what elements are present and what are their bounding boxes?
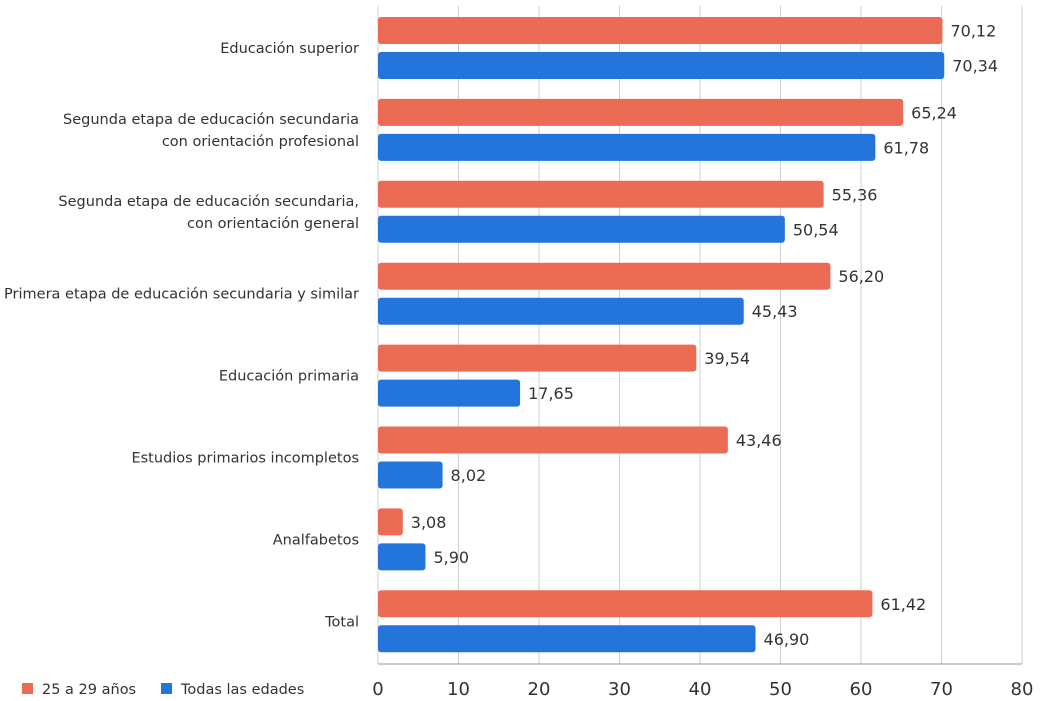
data-label: 39,54	[704, 349, 750, 368]
data-label: 65,24	[911, 103, 957, 122]
bar	[378, 52, 945, 79]
data-label: 61,42	[880, 595, 926, 614]
bar	[378, 17, 943, 44]
tick-label: 50	[769, 679, 792, 700]
data-labels: 70,12 70,34 65,24 61,78 55,36 50,54 56,20 45,43…	[411, 22, 998, 649]
legend-swatch	[161, 683, 172, 694]
data-label: 43,46	[736, 431, 782, 450]
data-label: 50,54	[793, 220, 839, 239]
category-label: Educación primaria	[219, 369, 359, 385]
data-label: 3,08	[411, 513, 447, 532]
bar	[378, 180, 824, 208]
data-label: 8,02	[451, 466, 487, 485]
data-label: 55,36	[832, 185, 878, 204]
data-label: 5,90	[433, 548, 469, 567]
bar	[378, 426, 728, 454]
legend: 25 a 29 años Todas las edades	[22, 682, 304, 698]
bar	[378, 590, 873, 618]
category-label: Analfabetos	[273, 532, 359, 548]
tick-label: 40	[689, 679, 712, 700]
bar	[378, 379, 521, 407]
bar	[378, 508, 403, 536]
bar	[378, 297, 744, 325]
data-label: 70,12	[950, 22, 996, 41]
category-label: Primera etapa de educación secundaria y …	[4, 287, 359, 303]
category-label: Educación superior	[220, 41, 359, 57]
tick-label: 80	[1011, 679, 1034, 700]
legend-label: Todas las edades	[180, 682, 304, 698]
bar	[378, 98, 904, 126]
data-label: 61,78	[883, 138, 929, 157]
category-label: Segunda etapa de educación secundaria con…	[63, 112, 359, 150]
data-label: 17,65	[528, 384, 574, 403]
data-label: 46,90	[764, 630, 810, 649]
legend-swatch	[22, 683, 33, 694]
bar	[378, 625, 756, 653]
bar	[378, 344, 697, 372]
bars	[378, 17, 945, 653]
category-label: Total	[324, 614, 359, 630]
bar	[378, 543, 426, 571]
bar	[378, 461, 443, 489]
category-label: Segunda etapa de educación secundaria, co…	[58, 194, 359, 232]
tick-label: 10	[447, 679, 470, 700]
bar	[378, 133, 876, 161]
bar	[378, 215, 785, 243]
bar	[378, 262, 831, 290]
data-label: 70,34	[952, 57, 998, 76]
tick-label: 70	[930, 679, 953, 700]
tick-label: 20	[528, 679, 551, 700]
legend-label: 25 a 29 años	[42, 682, 136, 698]
category-label: Estudios primarios incompletos	[131, 451, 359, 467]
tick-label: 60	[850, 679, 873, 700]
tick-label: 30	[608, 679, 631, 700]
x-axis-ticks: 0 10 20 30 40 50 60 70 80	[372, 679, 1033, 700]
data-label: 56,20	[838, 267, 884, 286]
data-label: 45,43	[752, 302, 798, 321]
tick-label: 0	[372, 679, 383, 700]
category-labels: Educación superior Segunda etapa de educa…	[4, 41, 359, 630]
